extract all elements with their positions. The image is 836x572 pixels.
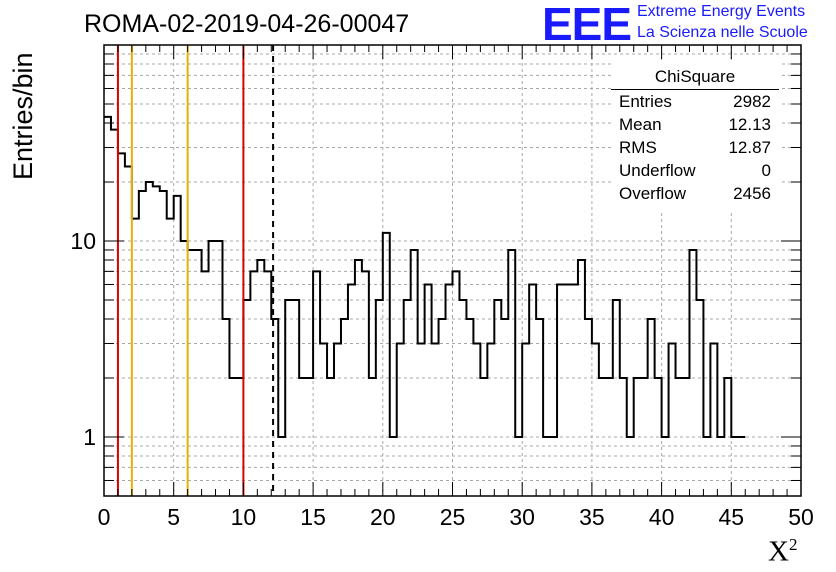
stats-value: 2982	[733, 92, 771, 111]
x-tick-label: 35	[579, 504, 605, 530]
x-tick-label: 25	[440, 504, 466, 530]
y-axis-label: Entries/bin	[8, 52, 38, 180]
stats-label: Overflow	[619, 184, 687, 203]
x-tick-label: 5	[167, 504, 180, 530]
logo-caption-2: La Scienza nelle Scuole	[637, 24, 808, 41]
x-axis-label: X2	[768, 535, 797, 569]
x-axis-label-superscript: 2	[788, 535, 798, 554]
stats-row-entries: Entries 2982	[619, 92, 771, 115]
stats-value: 12.87	[728, 138, 771, 157]
x-tick-label: 0	[98, 504, 111, 530]
x-axis-label-base: X	[768, 535, 789, 568]
x-tick-label: 15	[300, 504, 326, 530]
stats-row-overflow: Overflow 2456	[619, 184, 771, 207]
tick-marks	[103, 45, 802, 496]
stats-row-underflow: Underflow 0	[619, 161, 771, 184]
logo-caption-1: Extreme Energy Events	[637, 3, 806, 20]
histogram-series	[104, 115, 746, 438]
stats-value: 2456	[733, 184, 771, 203]
chart-title: ROMA-02-2019-04-26-00047	[84, 10, 410, 38]
stats-value: 0	[761, 161, 771, 180]
histogram-outline	[104, 115, 746, 438]
grid-lines	[104, 45, 801, 496]
threshold-lines	[116, 45, 275, 496]
x-tick-label: 20	[370, 504, 396, 530]
x-tick-label: 40	[649, 504, 675, 530]
stats-row-mean: Mean 12.13	[619, 115, 771, 138]
stats-label: RMS	[619, 138, 657, 157]
y-tick-label: 10	[70, 228, 96, 254]
x-tick-label: 10	[231, 504, 257, 530]
stats-title: ChiSquare	[654, 67, 736, 86]
stats-box: ChiSquare Entries 2982 Mean 12.13 RMS 12…	[611, 62, 779, 210]
y-tick-label: 1	[83, 424, 96, 450]
x-tick-label: 45	[719, 504, 745, 530]
x-tick-label: 50	[788, 504, 814, 530]
stats-row-rms: RMS 12.87	[619, 138, 771, 161]
eee-logo: EEE	[542, 0, 632, 50]
stats-label: Underflow	[619, 161, 696, 180]
stats-divider	[611, 89, 779, 90]
x-tick-label: 30	[509, 504, 535, 530]
stats-label: Mean	[619, 115, 662, 134]
tick-labels: 0 5 10 15 20 25 30 35 40 45 50 1 10	[70, 228, 813, 530]
stats-label: Entries	[619, 92, 672, 111]
stats-value: 12.13	[728, 115, 771, 134]
